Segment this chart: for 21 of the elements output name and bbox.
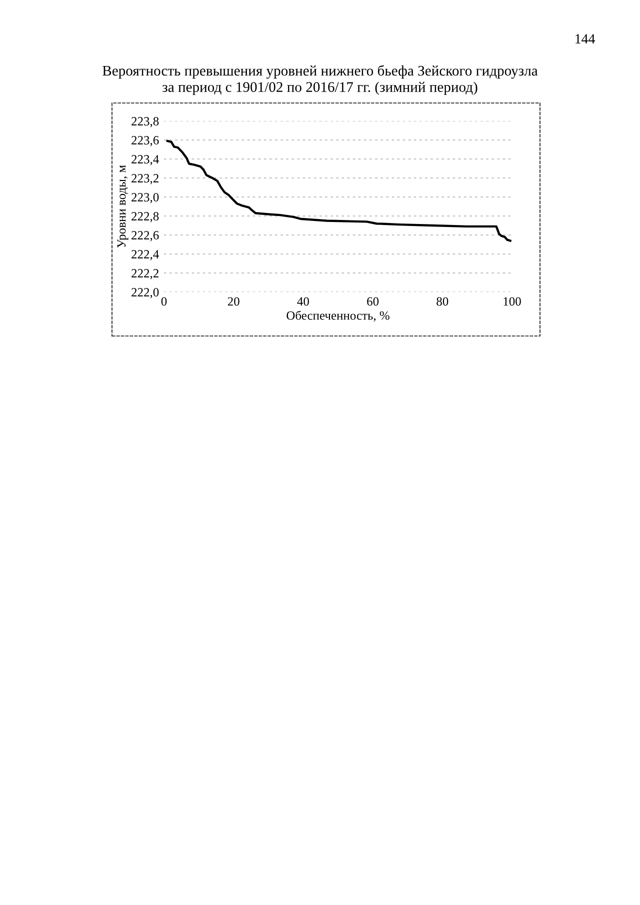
chart-title: Вероятность превышения уровней нижнего бьефа Зейского гидроузла за период с 1901/02 по 2016/17 гг. (зимний период) — [102, 65, 538, 95]
y-tick-label: 223,8 — [132, 117, 159, 128]
y-tick-label: 223,2 — [132, 174, 158, 184]
line-series — [166, 140, 512, 242]
text: 144 — [576, 34, 595, 44]
x-tick-label: 60 — [367, 297, 379, 306]
x-tick-label: 80 — [436, 297, 448, 306]
y-tick-label: 223,4 — [132, 155, 159, 166]
x-tick-label: 20 — [228, 297, 240, 306]
y-tick-label: 222,0 — [132, 288, 159, 298]
x-tick-label: 0 — [161, 297, 167, 306]
y-tick-label: 223,0 — [132, 193, 159, 204]
y-tick-label: 222,2 — [132, 269, 158, 280]
y-axis-title: Уровни воды, м — [117, 165, 128, 248]
x-tick-label: 100 — [504, 297, 521, 306]
x-tick-label: 40 — [297, 297, 309, 306]
y-tick-label: 222,6 — [132, 231, 159, 242]
y-tick-label: 222,8 — [132, 212, 159, 222]
y-tick-label: 223,6 — [132, 136, 159, 146]
y-tick-label: 222,4 — [132, 250, 159, 260]
x-axis-title: Обеспеченность, % — [286, 310, 390, 322]
